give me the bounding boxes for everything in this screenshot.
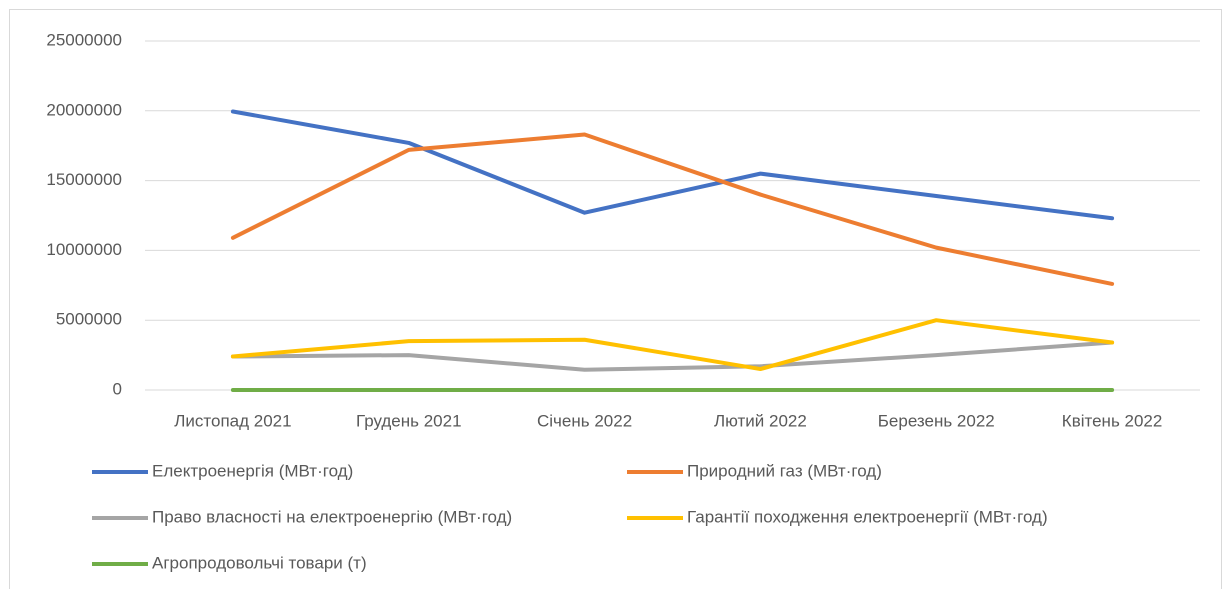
y-tick-label: 10000000 xyxy=(46,240,122,259)
legend-label: Гарантії походження електроенергії (МВт·… xyxy=(687,507,1048,526)
y-tick-label: 0 xyxy=(113,379,122,398)
series-line xyxy=(230,109,1115,221)
y-tick-label: 20000000 xyxy=(46,100,122,119)
x-tick-label: Березень 2022 xyxy=(878,411,995,430)
series-line xyxy=(230,340,1115,372)
chart-frame xyxy=(9,9,1222,589)
y-tick-label: 25000000 xyxy=(46,30,122,49)
series-line xyxy=(230,318,1115,372)
legend-label: Природний газ (МВт·год) xyxy=(687,461,882,480)
legend-label: Електроенергія (МВт·год) xyxy=(152,461,353,480)
y-tick-label: 15000000 xyxy=(46,170,122,189)
series-line xyxy=(230,132,1115,286)
x-tick-label: Лютий 2022 xyxy=(714,411,807,430)
legend-label: Право власності на електроенергію (МВт·г… xyxy=(152,507,512,526)
y-tick-label: 5000000 xyxy=(56,310,122,329)
x-tick-label: Квітень 2022 xyxy=(1062,411,1163,430)
x-tick-label: Грудень 2021 xyxy=(356,411,462,430)
legend-label: Агропродовольчі товари (т) xyxy=(152,553,367,572)
x-tick-label: Січень 2022 xyxy=(537,411,632,430)
x-tick-label: Листопад 2021 xyxy=(174,411,291,430)
